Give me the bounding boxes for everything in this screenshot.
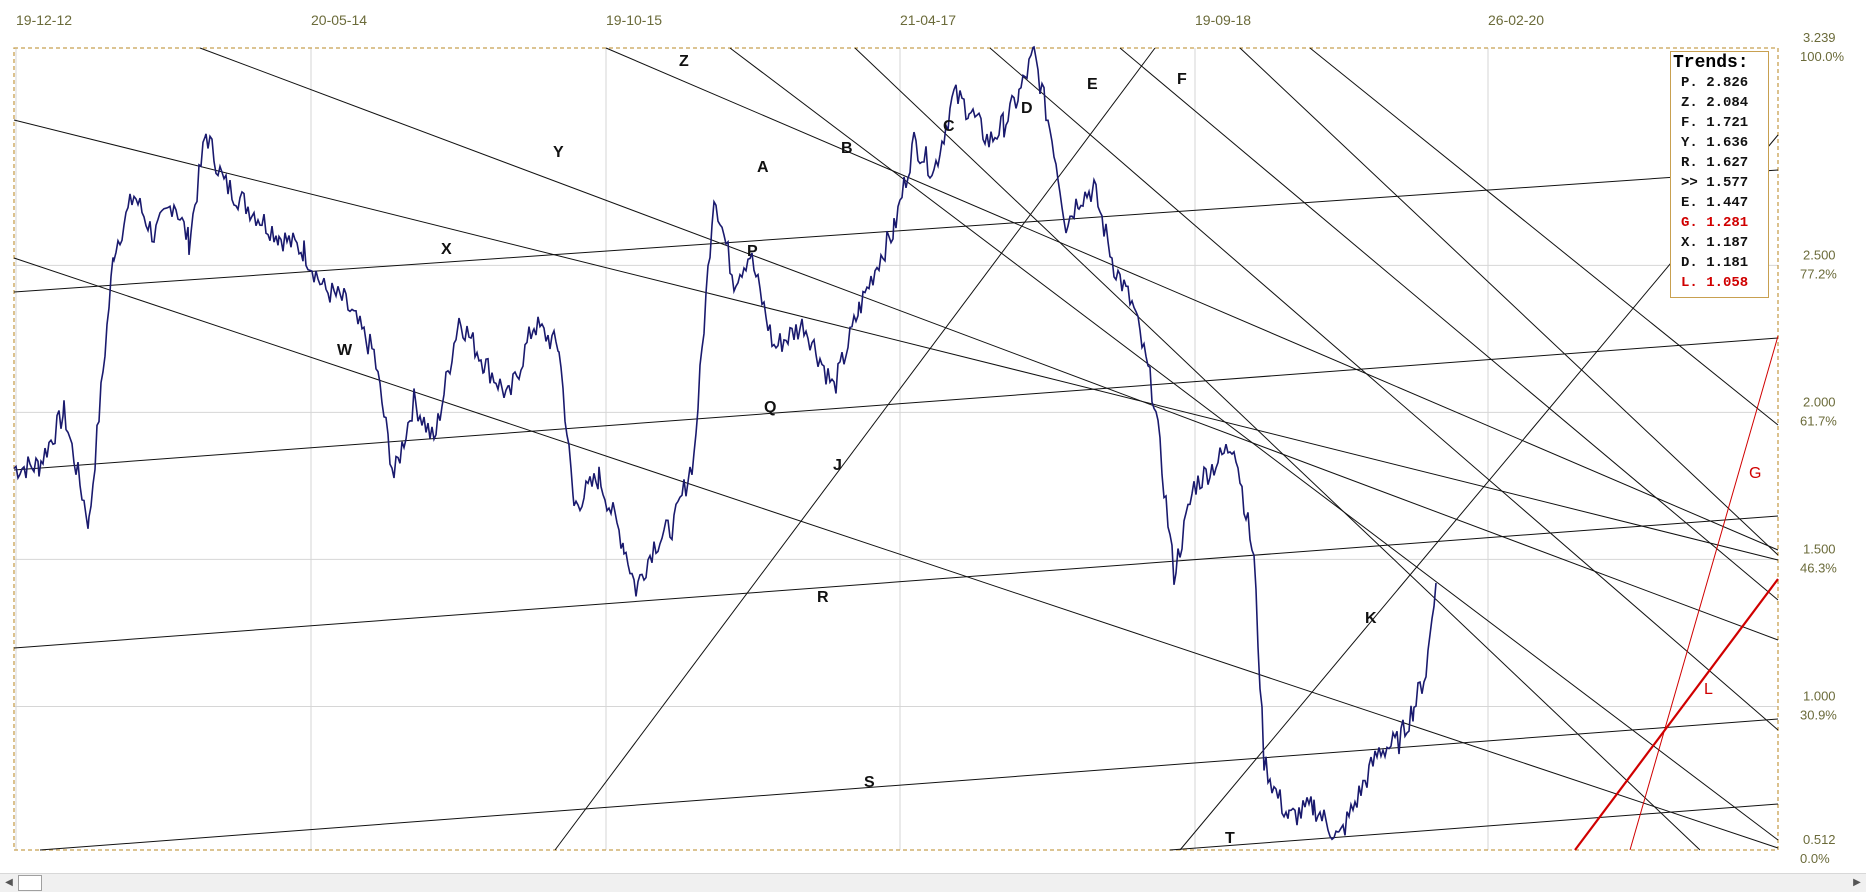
trend-label-x: X <box>441 241 452 258</box>
trend-line-c <box>989 47 1779 731</box>
legend-entry: F. 1.721 <box>1681 115 1749 131</box>
scroll-left-button[interactable]: ◀ <box>5 877 13 888</box>
legend-title: Trends: <box>1673 53 1749 73</box>
x-tick-label: 26-02-20 <box>1488 12 1544 28</box>
price-line <box>13 45 1437 841</box>
trend-label-a: A <box>757 159 769 176</box>
grid <box>14 48 1778 850</box>
y-tick-percent-label: 30.9% <box>1800 707 1837 722</box>
y-tick-label: 3.239 <box>1803 30 1836 45</box>
trend-line-p <box>13 169 1779 293</box>
trend-label-b: B <box>841 140 853 157</box>
trend-line-b <box>854 47 1701 851</box>
trend-label-p: P <box>747 243 758 260</box>
legend-entry: D. 1.181 <box>1681 255 1749 271</box>
y-tick-label: 1.000 <box>1803 688 1836 703</box>
price-series <box>13 45 1437 841</box>
y-tick-percent-label: 0.0% <box>1800 851 1830 866</box>
x-tick-label: 21-04-17 <box>900 12 956 28</box>
trend-label-z: Z <box>679 53 689 70</box>
trend-line-w <box>13 257 1779 849</box>
y-tick-label: 2.000 <box>1803 394 1836 409</box>
trend-line-y <box>13 119 1779 561</box>
y-tick-percent-label: 100.0% <box>1800 49 1845 64</box>
y-tick-percent-label: 77.2% <box>1800 266 1837 281</box>
x-axis-labels: 19-12-12 20-05-14 19-10-15 21-04-17 19-09-18… <box>16 12 1544 28</box>
y-tick-label: 1.500 <box>1803 541 1836 556</box>
x-tick-label: 19-09-18 <box>1195 12 1251 28</box>
y-tick-label: 2.500 <box>1803 247 1836 262</box>
trend-line-e <box>1239 47 1779 556</box>
trend-line-r <box>13 515 1779 649</box>
trend-label-g: G <box>1749 465 1761 482</box>
plot-frame <box>13 47 1779 851</box>
legend-entry: E. 1.447 <box>1681 195 1749 211</box>
legend-entry: L. 1.058 <box>1681 275 1749 291</box>
y-tick-percent-label: 46.3% <box>1800 560 1837 575</box>
trend-label-w: W <box>337 342 353 359</box>
x-tick-label: 19-10-15 <box>606 12 662 28</box>
trend-line-a <box>729 47 1779 841</box>
trends-legend: Trends: P. 2.826 Z. 2.084 F. 1.721 Y. 1.636… <box>1670 51 1769 298</box>
trend-line-z <box>605 47 1779 551</box>
trend-line-q <box>13 337 1779 471</box>
scroll-thumb[interactable] <box>18 875 42 891</box>
chart: 19-12-12 20-05-14 19-10-15 21-04-17 19-09-18… <box>13 12 1845 866</box>
trend-label-k: K <box>1365 610 1377 627</box>
legend-entry: P. 2.826 <box>1681 75 1749 91</box>
trend-label-j: J <box>833 457 842 474</box>
legend-entry: Y. 1.636 <box>1681 135 1749 151</box>
trend-label-l: L <box>1704 681 1713 698</box>
legend-entry: X. 1.187 <box>1681 235 1749 251</box>
trend-label-f: F <box>1177 71 1187 88</box>
trend-line-j <box>554 47 1156 851</box>
trend-lines <box>13 47 1779 851</box>
trend-line-l <box>1574 578 1779 851</box>
legend-entry: R. 1.627 <box>1681 155 1749 171</box>
trend-line-s <box>39 718 1779 851</box>
y-axis-labels: 3.239 100.0% 2.500 77.2% 2.000 61.7% 1.500 46.3… <box>1800 30 1845 866</box>
trend-label-e: E <box>1087 76 1098 93</box>
trend-line-x <box>199 47 1779 641</box>
trend-label-c: C <box>943 118 955 135</box>
trend-line-labels: Z A B C D E F Y X P W Q J R K S T G L <box>337 53 1761 847</box>
trend-line-g <box>1629 335 1779 851</box>
horizontal-scrollbar[interactable]: ◀ ▶ <box>0 873 1866 892</box>
legend-entry: >> 1.577 <box>1681 175 1749 191</box>
trend-label-y: Y <box>553 144 564 161</box>
y-tick-label: 0.512 <box>1803 832 1836 847</box>
scroll-right-button[interactable]: ▶ <box>1853 877 1861 888</box>
x-tick-label: 20-05-14 <box>311 12 367 28</box>
trend-label-r: R <box>817 589 829 606</box>
trend-line-t <box>1169 803 1779 851</box>
legend-entry: Z. 2.084 <box>1681 95 1749 111</box>
trend-label-s: S <box>864 774 875 791</box>
trend-line-d <box>1119 47 1779 601</box>
y-tick-percent-label: 61.7% <box>1800 413 1837 428</box>
x-tick-label: 19-12-12 <box>16 12 72 28</box>
trend-label-t: T <box>1225 830 1235 847</box>
trend-line-f <box>1309 47 1779 426</box>
trend-label-q: Q <box>764 399 776 416</box>
legend-entry: G. 1.281 <box>1681 215 1749 231</box>
trend-label-d: D <box>1021 100 1033 117</box>
